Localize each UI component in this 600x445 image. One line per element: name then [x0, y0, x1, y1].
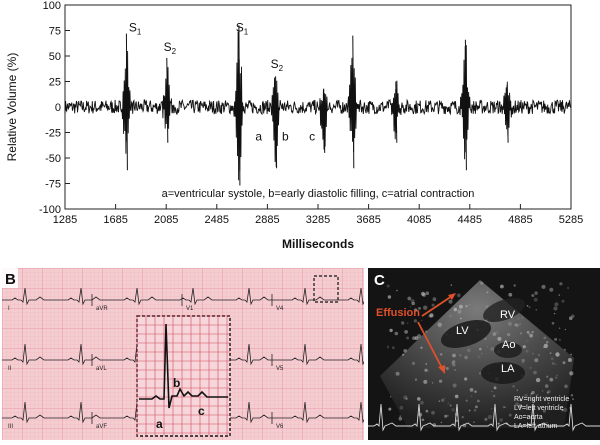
ultrasound-sector	[380, 280, 574, 428]
x-tick-label: 4085	[407, 214, 431, 226]
annotation-label: a	[255, 130, 262, 144]
ecg-lead-label: aVF	[96, 424, 107, 430]
ecg-lead-label: III	[8, 424, 13, 430]
label-ao: Ao	[502, 339, 515, 351]
y-axis-label: Relative Volume (%)	[5, 53, 19, 162]
ecg-lead-label: V5	[276, 366, 284, 372]
x-tick-label: 4485	[458, 214, 482, 226]
annotation-label: S1	[236, 21, 249, 37]
x-tick-label: 2085	[154, 214, 178, 226]
legend-la: LA=left atrium	[514, 423, 558, 430]
y-tick-label: 75	[49, 26, 61, 38]
x-tick-label: 1285	[53, 214, 77, 226]
y-tick-label: 25	[49, 77, 61, 89]
ecg-lead-label: I	[8, 306, 10, 312]
y-tick-label: -50	[45, 153, 61, 165]
chamber-lv	[440, 320, 492, 348]
y-tick-label: 50	[49, 51, 61, 63]
inset-label-b: b	[173, 376, 180, 390]
legend-text: a=ventricular systole, b=early diastolic…	[162, 188, 475, 200]
chamber-rv	[483, 297, 525, 323]
signal-line	[64, 31, 571, 181]
y-tick-label: 0	[55, 102, 61, 114]
panel-b-label: B	[5, 271, 16, 288]
chamber-la	[481, 362, 525, 384]
label-rv: RV	[500, 309, 516, 321]
ecg-lead-label: II	[8, 366, 12, 372]
annotation-label: S1	[129, 21, 142, 37]
ecg-lead-label: aVL	[96, 366, 107, 372]
legend-rv: RV=right ventricle	[514, 396, 569, 403]
y-tick-label: -75	[45, 179, 61, 191]
effusion-arrow-lower	[417, 321, 443, 369]
x-axis-label: Milliseconds	[282, 237, 354, 251]
y-tick-label: -100	[39, 204, 61, 216]
x-tick-label: 1685	[103, 214, 127, 226]
legend-ao: Ao=aorta	[514, 414, 543, 421]
x-tick-label: 5285	[559, 214, 583, 226]
ecg-lead-label: V6	[276, 424, 284, 430]
inset-label-a: a	[156, 417, 163, 431]
x-tick-label: 3285	[306, 214, 330, 226]
x-tick-label: 4885	[508, 214, 532, 226]
annotation-label: S2	[164, 40, 177, 56]
y-tick-label: 100	[43, 0, 61, 12]
ecg-inset: a b c	[136, 315, 231, 437]
chamber-ao	[494, 342, 522, 358]
ecg-lead-label: V4	[276, 306, 284, 312]
label-lv: LV	[456, 325, 469, 337]
effusion-label: Effusion	[376, 307, 420, 319]
x-tick-label: 2485	[205, 214, 229, 226]
annotation-label: S2	[271, 57, 284, 73]
ecg-lead-label: V1	[186, 306, 194, 312]
panel-c-echocardiogram: Effusion RV LV Ao LA RV=right ventricle …	[368, 268, 600, 440]
x-tick-label: 3685	[356, 214, 380, 226]
ecg-selection-box	[313, 275, 339, 303]
label-la: LA	[501, 363, 515, 375]
annotation-label: c	[309, 130, 315, 144]
effusion-arrow-upper	[421, 295, 453, 317]
panel-c-label: C	[374, 272, 385, 289]
y-tick-label: -25	[45, 128, 61, 140]
ecg-lead-label: aVR	[96, 306, 108, 312]
echo-ecg-trace	[368, 403, 600, 432]
panel-a-waveform-chart: -100 -75 -50 -25 0 25 50 75 100 1285 1685 2085 2485…	[5, 0, 583, 251]
ecg-trace-row	[2, 287, 382, 306]
legend-lv: LV=left ventricle	[514, 405, 564, 412]
panel-b-ecg: IaVRV1V4IIaVLV2V5IIIaVFV3V6 a b c B	[2, 268, 382, 440]
inset-label-c: c	[198, 404, 205, 418]
x-tick-label: 2885	[255, 214, 279, 226]
signal-peaks	[125, 25, 509, 186]
annotation-label: b	[282, 130, 289, 144]
